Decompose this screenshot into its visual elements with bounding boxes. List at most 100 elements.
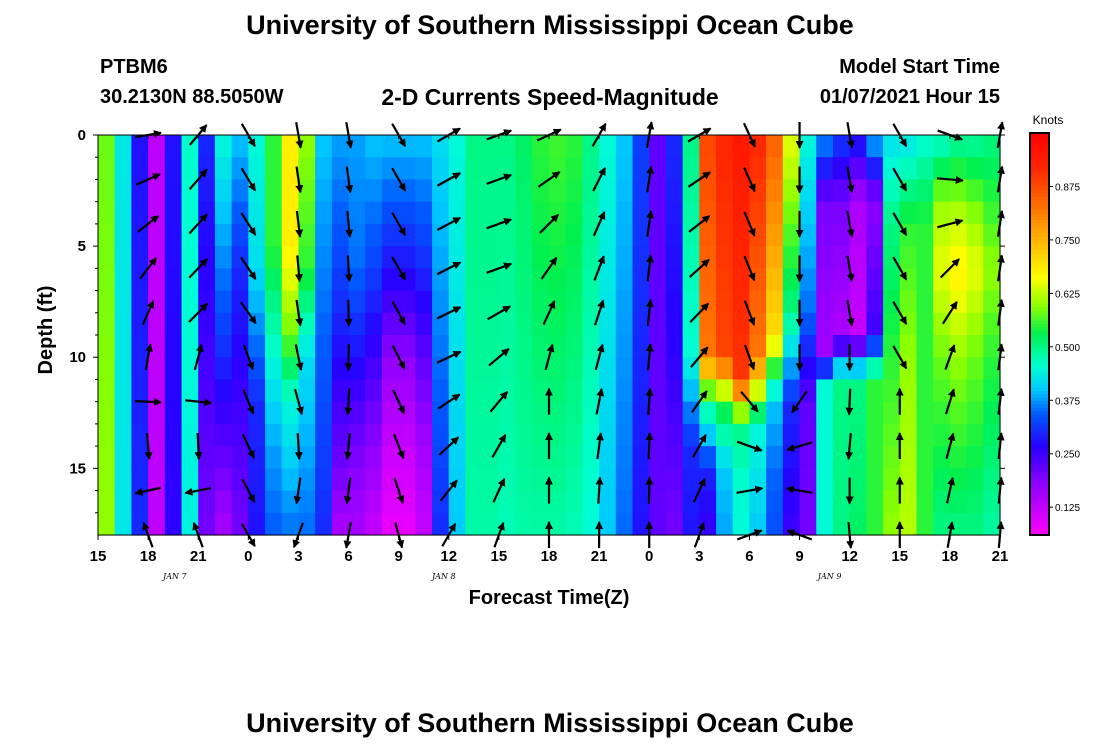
heatmap-cell <box>766 201 784 225</box>
current-arrow <box>393 477 405 504</box>
heatmap-cell <box>114 490 132 514</box>
heatmap-cell <box>549 423 567 447</box>
colorbar-tick-label: 0.875 <box>1055 182 1080 193</box>
heatmap-cell <box>315 468 333 492</box>
heatmap-cell <box>532 401 550 425</box>
heatmap-cell <box>114 401 132 425</box>
heatmap-cell <box>281 357 300 381</box>
heatmap-cell <box>498 490 517 514</box>
heatmap-cell <box>966 201 984 225</box>
heatmap-cell <box>348 290 366 314</box>
colorbar-swatch <box>1030 280 1049 285</box>
heatmap-cell <box>198 223 216 247</box>
heatmap-cell <box>933 446 951 469</box>
heatmap-cell <box>331 379 350 403</box>
heatmap-cell <box>265 357 283 381</box>
heatmap-cell <box>231 379 249 403</box>
heatmap-cell <box>114 157 132 181</box>
heatmap-cell <box>265 401 283 425</box>
date-label: JAN 9 <box>816 572 842 581</box>
heatmap-cell <box>265 379 283 403</box>
heatmap-cell <box>699 179 717 203</box>
heatmap-cell <box>348 335 366 358</box>
heatmap-cell <box>432 335 450 358</box>
heatmap-cell <box>816 446 834 469</box>
heatmap-cell <box>966 446 984 469</box>
colorbar-swatch <box>1030 236 1049 241</box>
heatmap-cell <box>315 268 333 292</box>
colorbar-swatch <box>1030 501 1049 506</box>
heatmap-cell <box>532 335 550 358</box>
heatmap-cell <box>381 179 400 203</box>
current-arrow <box>690 390 708 413</box>
heatmap-cell <box>866 423 884 447</box>
heatmap-cell <box>782 357 801 381</box>
heatmap-cell <box>365 179 383 203</box>
current-arrow <box>345 210 354 238</box>
colorbar-swatch <box>1030 240 1049 245</box>
heatmap-cell <box>699 223 717 247</box>
colorbar-swatch <box>1030 514 1049 519</box>
heatmap-cell <box>231 490 249 514</box>
heatmap-cell <box>983 290 1001 314</box>
current-arrow <box>344 299 353 327</box>
heatmap-cell <box>716 290 734 314</box>
heatmap-cell <box>816 512 834 536</box>
colorbar-swatch <box>1030 233 1049 238</box>
heatmap-cell <box>432 423 450 447</box>
heatmap-cell <box>899 379 918 403</box>
colorbar-swatch <box>1030 327 1049 332</box>
colorbar-swatch <box>1030 189 1049 194</box>
heatmap-cell <box>782 290 801 314</box>
current-arrow <box>188 258 209 279</box>
heatmap-cell <box>816 379 834 403</box>
colorbar-swatch <box>1030 143 1049 147</box>
chart-subtitle: 2-D Currents Speed-Magnitude <box>381 84 719 110</box>
heatmap-cell <box>298 290 316 314</box>
colorbar-swatch <box>1030 424 1049 429</box>
heatmap-cell <box>432 512 450 536</box>
heatmap-cell <box>816 290 834 314</box>
heatmap-cell <box>415 312 433 336</box>
heatmap-cell <box>565 490 583 514</box>
heatmap-cell <box>398 246 416 269</box>
heatmap-cell <box>565 401 583 425</box>
heatmap-cell <box>365 268 383 292</box>
heatmap-cell <box>799 223 817 247</box>
heatmap-cell <box>365 157 383 181</box>
heatmap-cell <box>498 401 517 425</box>
heatmap-cell <box>498 179 517 203</box>
heatmap-cell <box>665 490 684 514</box>
heatmap-cell <box>649 335 667 358</box>
heatmap-cell <box>148 335 166 358</box>
current-arrow <box>691 433 707 458</box>
heatmap-cell <box>482 223 500 247</box>
heatmap-cell <box>665 446 684 469</box>
heatmap-cell <box>231 135 249 158</box>
colorbar-swatch <box>1030 163 1049 167</box>
heatmap-cell <box>832 223 851 247</box>
colorbar-tick-label: 0.625 <box>1055 289 1080 300</box>
heatmap-cell <box>515 290 533 314</box>
colorbar-swatch <box>1030 297 1049 301</box>
heatmap-cell <box>682 312 700 336</box>
heatmap-cell <box>966 423 984 447</box>
heatmap-cell <box>281 246 300 269</box>
heatmap-cell <box>315 201 333 225</box>
heatmap-cell <box>766 379 784 403</box>
colorbar-swatch <box>1030 223 1049 228</box>
colorbar-swatch <box>1030 488 1049 492</box>
heatmap-cell <box>348 246 366 269</box>
colorbar-swatch <box>1030 159 1049 164</box>
heatmap-cell <box>565 268 583 292</box>
colorbar-swatch <box>1030 471 1049 476</box>
heatmap-cell <box>582 268 600 292</box>
heatmap-cell <box>298 512 316 536</box>
heatmap-cell <box>615 201 634 225</box>
heatmap-cell <box>515 423 533 447</box>
heatmap-cell <box>916 246 934 269</box>
heatmap-cell <box>565 335 583 358</box>
colorbar-swatch <box>1030 246 1049 251</box>
heatmap-cell <box>164 357 183 381</box>
heatmap-cell <box>265 290 283 314</box>
